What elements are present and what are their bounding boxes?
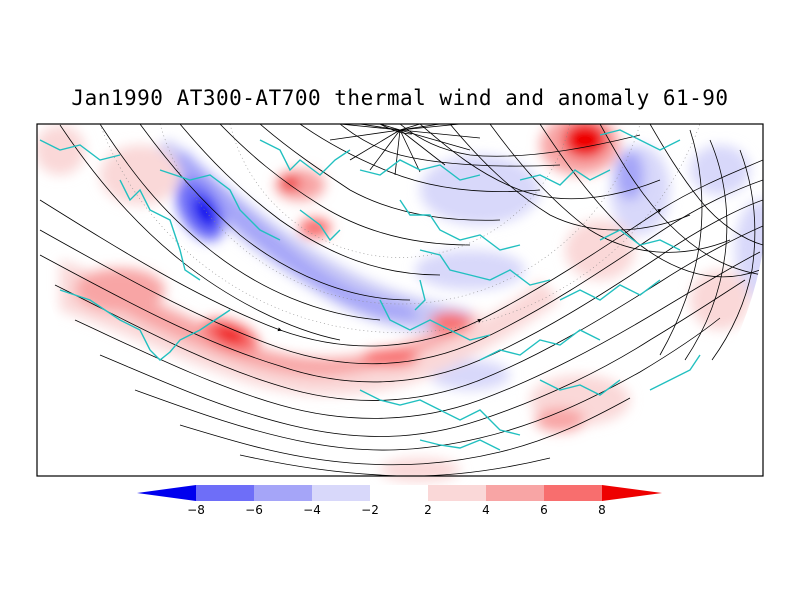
colorbar-bin [544,485,602,501]
colorbar-label: −4 [303,503,321,517]
colorbar-arrow-right [602,485,662,501]
colorbar-bin [370,485,428,501]
coastlines [39,129,701,451]
colorbar: −8 −6 −4 −2 2 4 6 8 [137,485,662,517]
colorbar-bin [196,485,254,501]
map-frame [36,123,764,477]
colorbar-label: 8 [598,503,606,517]
colorbar-label: 6 [540,503,548,517]
colorbar-bin [486,485,544,501]
colorbar-label: 2 [424,503,432,517]
colorbar-bin [312,485,370,501]
colorbar-label: −6 [245,503,263,517]
colorbar-label: −2 [361,503,379,517]
colorbar-bin [254,485,312,501]
graticule [99,124,701,333]
colorbar-bin [428,485,486,501]
positive-anomaly-band [60,260,560,395]
thermal-wind-streamlines [39,124,763,477]
colorbar-label: 4 [482,503,490,517]
page-title: Jan1990 AT300-AT700 thermal wind and ano… [71,86,729,110]
polar-convergence-lines [329,124,481,176]
anomaly-field [37,124,763,482]
colorbar-label: −8 [187,503,205,517]
colorbar-arrow-left [137,485,196,501]
